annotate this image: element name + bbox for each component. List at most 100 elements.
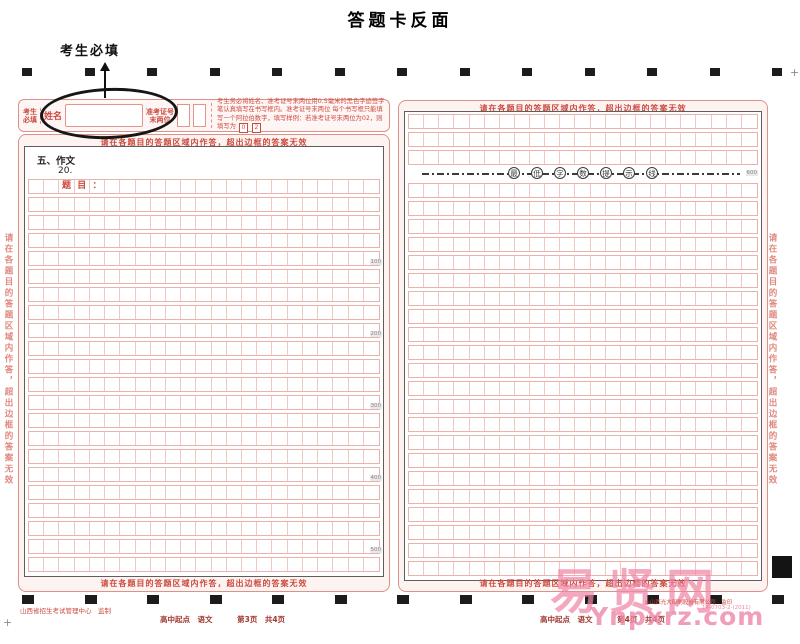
grid-cell	[90, 504, 106, 517]
grid-cell	[227, 432, 243, 445]
grid-row	[28, 467, 380, 482]
grid-cell	[242, 342, 258, 355]
grid-cell	[742, 115, 757, 128]
grid-cell	[196, 360, 212, 373]
grid-cell	[560, 436, 576, 449]
grid-cell	[591, 526, 606, 539]
grid-cell	[272, 378, 288, 391]
grid-cell	[727, 274, 742, 287]
grid-cell	[454, 328, 470, 341]
grid-cell	[120, 198, 136, 211]
grid-cell	[470, 202, 485, 215]
grid-cell	[439, 490, 455, 503]
grid-cell	[424, 115, 440, 128]
grid-cell	[90, 450, 106, 463]
warning-bottom-left: 请在各题目的答题区域内作答，超出边框的答案无效	[100, 579, 308, 588]
grid-cell	[424, 151, 440, 164]
grid-cell	[75, 270, 90, 283]
grid-cell	[151, 288, 166, 301]
grid-cell	[515, 256, 531, 269]
timing-mark	[84, 68, 95, 76]
timing-mark	[772, 595, 784, 604]
grid-cell	[364, 432, 379, 445]
grid-cell	[636, 472, 652, 485]
grid-cell	[212, 504, 227, 517]
grid-cell	[485, 256, 500, 269]
grid-cell	[196, 378, 212, 391]
grid-cell	[288, 540, 303, 553]
grid-cell	[349, 522, 364, 535]
grid-cell	[424, 526, 440, 539]
grid-cell	[29, 504, 45, 517]
grid-cell	[470, 382, 485, 395]
grid-cell	[591, 238, 606, 251]
grid-cell	[470, 238, 485, 251]
grid-cell	[606, 490, 621, 503]
grid-cell	[606, 274, 621, 287]
grid-cell	[575, 220, 591, 233]
grid-cell	[742, 490, 757, 503]
grid-cell	[303, 432, 319, 445]
grid-cell	[151, 468, 166, 481]
grid-cell	[591, 436, 606, 449]
grid-cell	[530, 436, 546, 449]
grid-cell	[272, 360, 288, 373]
grid-cell	[303, 180, 319, 193]
grid-cell	[485, 508, 500, 521]
grid-cell	[591, 490, 606, 503]
grid-cell	[530, 346, 546, 359]
grid-cell	[515, 508, 531, 521]
grid-cell	[470, 328, 485, 341]
ticket-digit-box-2[interactable]	[193, 104, 207, 127]
grid-cell	[44, 450, 60, 463]
grid-cell	[105, 486, 121, 499]
grid-row	[408, 201, 758, 216]
grid-cell: 目	[75, 180, 90, 193]
grid-cell	[651, 220, 667, 233]
grid-cell	[196, 540, 212, 553]
grid-cell	[288, 306, 303, 319]
grid-cell	[606, 400, 621, 413]
grid-cell	[636, 220, 652, 233]
grid-cell	[712, 220, 727, 233]
grid-cell	[333, 432, 349, 445]
grid-cell	[44, 396, 60, 409]
grid-cell	[454, 418, 470, 431]
grid-cell	[651, 202, 667, 215]
name-input-box[interactable]	[65, 104, 144, 127]
grid-cell	[59, 306, 75, 319]
grid-cell	[409, 508, 425, 521]
grid-cell	[530, 544, 546, 557]
grid-cell	[545, 526, 561, 539]
grid-cell	[606, 115, 621, 128]
grid-cell	[575, 418, 591, 431]
grid-cell	[606, 238, 621, 251]
grid-cell	[500, 382, 515, 395]
grid-cell	[500, 400, 515, 413]
grid-cell	[606, 346, 621, 359]
ticket-digit-box-1[interactable]	[177, 104, 191, 127]
grid-cell	[105, 324, 121, 337]
grid-cell	[272, 558, 288, 571]
grid-cell	[44, 270, 60, 283]
grid-cell	[272, 306, 288, 319]
timing-mark	[272, 68, 282, 76]
grid-cell	[424, 490, 440, 503]
grid-cell	[242, 504, 258, 517]
grid-cell	[560, 544, 576, 557]
grid-cell	[288, 324, 303, 337]
grid-cell	[454, 202, 470, 215]
grid-cell	[560, 184, 576, 197]
grid-cell	[651, 508, 667, 521]
grid-cell	[59, 216, 75, 229]
grid-cell	[636, 400, 652, 413]
grid-cell	[257, 270, 273, 283]
essay-grid-left[interactable]: 题目：	[28, 179, 380, 575]
essay-grid-right[interactable]: 最低字数提示线 600	[408, 114, 758, 579]
grid-cell	[409, 256, 425, 269]
grid-cell	[621, 220, 636, 233]
grid-cell	[696, 508, 712, 521]
grid-row	[28, 377, 380, 392]
grid-cell	[485, 526, 500, 539]
grid-cell	[424, 238, 440, 251]
